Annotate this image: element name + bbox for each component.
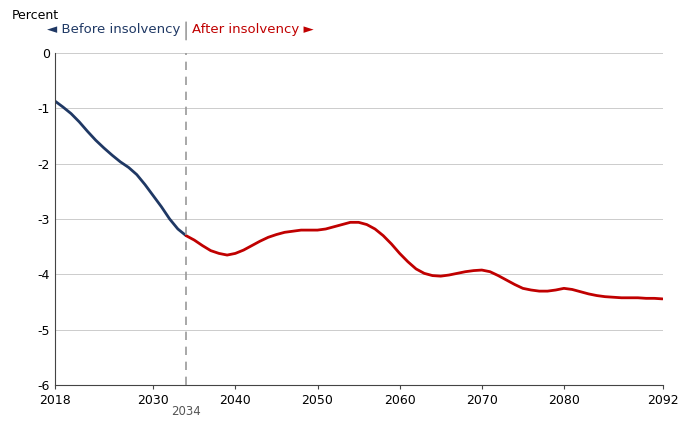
Text: After insolvency ►: After insolvency ► xyxy=(192,23,314,36)
Text: 2034: 2034 xyxy=(171,405,201,418)
Text: ◄ Before insolvency: ◄ Before insolvency xyxy=(46,23,180,36)
Text: Percent: Percent xyxy=(12,9,59,22)
